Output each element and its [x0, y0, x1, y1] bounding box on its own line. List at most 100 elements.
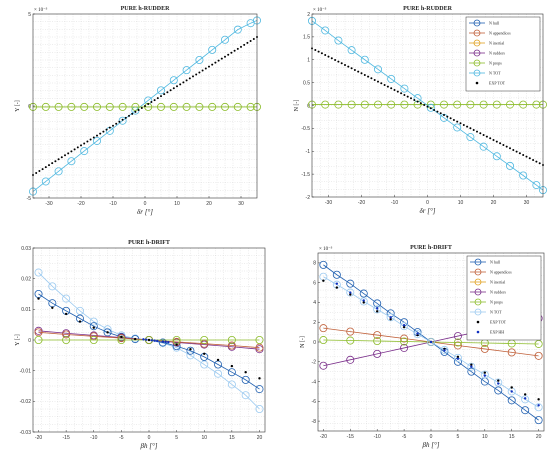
- data-marker: [373, 100, 382, 109]
- data-point: [383, 83, 386, 86]
- data-point: [324, 53, 327, 56]
- data-point: [400, 92, 403, 95]
- data-point: [227, 53, 230, 56]
- data-marker: [319, 336, 328, 345]
- y-tick-label: 1.5: [303, 35, 310, 41]
- data-point: [452, 118, 455, 121]
- data-point: [439, 112, 442, 115]
- data-marker: [89, 317, 98, 326]
- data-marker: [359, 297, 368, 306]
- data-point: [363, 73, 366, 76]
- y-tick-label: 6: [313, 280, 316, 286]
- y-tick-label: 4: [313, 300, 316, 306]
- x-tick-label: 15: [229, 435, 235, 441]
- data-marker: [75, 306, 84, 315]
- plot-frame: [311, 13, 544, 198]
- data-point: [230, 51, 233, 54]
- data-point: [377, 80, 379, 83]
- x-tick-label: -10: [374, 434, 381, 440]
- data-marker: [519, 100, 528, 109]
- y-exponent-label: × 10⁻³: [34, 7, 48, 13]
- data-point: [156, 339, 159, 343]
- data-marker: [34, 328, 43, 337]
- data-point: [176, 85, 178, 88]
- x-tick-label: 10: [201, 435, 207, 441]
- data-marker: [41, 177, 50, 186]
- data-marker: [387, 74, 396, 83]
- data-marker: [346, 279, 355, 288]
- data-point: [479, 132, 482, 135]
- data-marker: [360, 100, 369, 109]
- data-marker: [62, 335, 71, 344]
- data-point: [41, 168, 44, 171]
- data-point: [124, 116, 127, 119]
- data-point: [105, 128, 108, 131]
- data-point: [436, 110, 439, 113]
- data-marker: [479, 142, 488, 151]
- legend-marker: [476, 320, 480, 324]
- y-axis-label: Y [-]: [15, 334, 21, 346]
- data-point: [211, 63, 214, 66]
- data-point: [335, 282, 339, 285]
- data-marker: [200, 360, 209, 369]
- data-point: [147, 338, 151, 342]
- data-point: [406, 95, 409, 98]
- legend-marker: [473, 69, 481, 77]
- x-tick-label: 15: [509, 434, 515, 440]
- data-marker: [534, 339, 543, 348]
- data-point: [419, 102, 422, 105]
- data-point: [121, 118, 124, 121]
- x-tick-label: 20: [491, 200, 497, 206]
- data-marker: [255, 404, 264, 413]
- x-tick-label: -30: [325, 200, 332, 206]
- legend-marker: [473, 29, 481, 37]
- panel-title: PURE h-DRIFT: [128, 240, 170, 246]
- data-point: [249, 39, 252, 42]
- y-tick-label: 0.5: [303, 80, 310, 86]
- data-marker: [480, 344, 489, 353]
- legend-label: N rudders: [490, 290, 506, 295]
- data-marker: [89, 322, 98, 331]
- data-marker: [208, 45, 217, 54]
- x-tick-label: -20: [77, 201, 84, 207]
- data-point: [150, 339, 153, 342]
- data-point: [470, 365, 473, 368]
- x-tick-label: -10: [109, 201, 116, 207]
- data-marker: [359, 289, 368, 298]
- data-point: [483, 371, 487, 374]
- legend-label: N appendices: [489, 31, 511, 36]
- data-point: [375, 310, 379, 313]
- plot-frame: [32, 247, 266, 433]
- y-tick-label: 2: [307, 12, 310, 18]
- data-marker: [521, 395, 530, 404]
- y-tick-label: -0.5: [301, 126, 310, 132]
- data-point: [120, 335, 123, 339]
- data-point: [472, 128, 475, 131]
- data-point: [38, 170, 41, 173]
- data-marker: [182, 66, 191, 75]
- data-point: [525, 155, 528, 158]
- data-point: [216, 358, 220, 362]
- data-marker: [156, 86, 165, 95]
- data-point: [164, 340, 167, 344]
- legend-label: EXP TOT: [490, 320, 507, 325]
- data-point: [416, 100, 419, 103]
- data-point: [429, 107, 432, 110]
- data-point: [230, 364, 234, 368]
- x-tick-label: 30: [524, 200, 530, 206]
- x-tick-label: -5: [402, 434, 407, 440]
- data-point: [423, 103, 426, 106]
- data-marker: [156, 102, 165, 111]
- plot-frame: [317, 252, 545, 432]
- data-marker: [347, 46, 356, 55]
- data-marker: [373, 305, 382, 314]
- data-point: [495, 140, 498, 143]
- data-marker: [334, 100, 343, 109]
- legend-marker: [475, 81, 479, 85]
- data-point: [340, 62, 343, 65]
- data-marker: [373, 337, 382, 346]
- data-marker: [227, 341, 236, 350]
- y-tick-label: -1: [306, 149, 311, 155]
